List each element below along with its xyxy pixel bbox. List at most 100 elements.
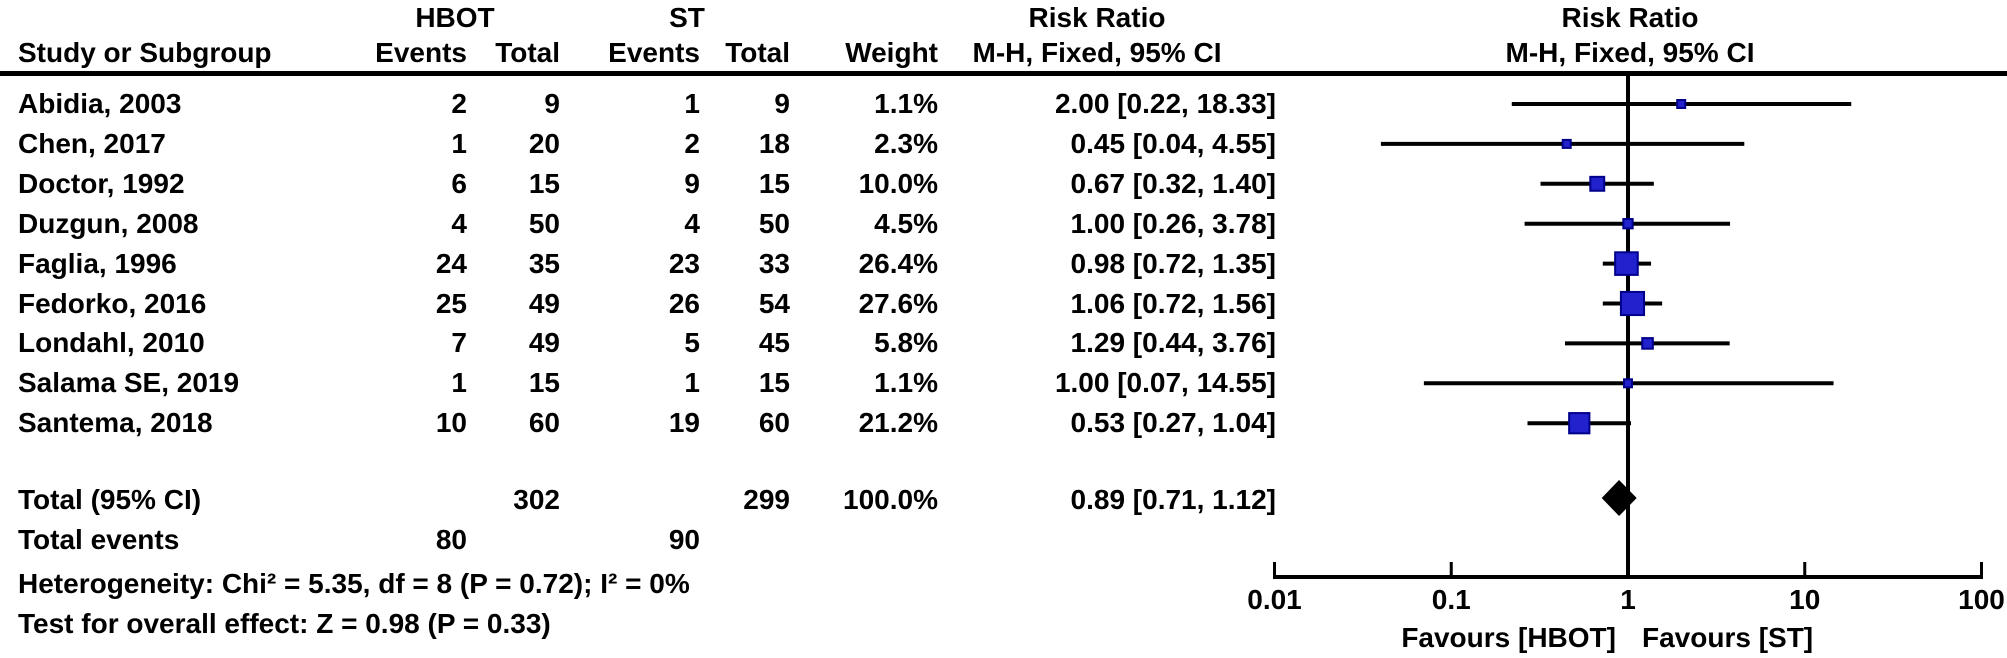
cell-total-hbot: 60 <box>528 407 560 439</box>
total-hbot-n: 302 <box>513 484 560 515</box>
total-st-n: 299 <box>743 484 790 515</box>
group-header-hbot: HBOT <box>415 2 495 33</box>
cell-events-hbot: 1 <box>451 367 467 399</box>
total-rr-text: 0.89 [0.71, 1.12] <box>1070 484 1276 515</box>
cell-name: Salama SE, 2019 <box>18 367 240 399</box>
col-header-events-st: Events <box>608 37 700 68</box>
effect-square <box>1676 99 1687 109</box>
cell-total-st: 50 <box>758 207 790 239</box>
cell-weight-label: 4.5% <box>874 207 938 239</box>
table-row: Fedorko, 2016 25 49 26 54 27.6% 1.06 [0.72, 1.… <box>0 284 1310 324</box>
table-row: Faglia, 1996 24 35 23 33 26.4% 0.98 [0.72, 1.3… <box>0 244 1310 284</box>
col-header-total-st: Total <box>725 37 790 68</box>
pooled-diamond <box>1601 480 1637 516</box>
col-header-total-hbot: Total <box>495 37 560 68</box>
cell-weight-label: 5.8% <box>874 327 938 359</box>
cell-name: Abidia, 2003 <box>18 88 182 119</box>
cell-rr-text: 1.06 [0.72, 1.56] <box>1070 287 1276 319</box>
cell-total-hbot: 20 <box>528 127 560 159</box>
axis-tick-label: 1 <box>1620 584 1636 615</box>
col-header-weight: Weight <box>845 37 938 68</box>
table-row: Duzgun, 2008 4 50 4 50 4.5% 1.00 [0.26, 3.78] <box>0 204 1310 244</box>
total-events-st: 90 <box>668 524 700 555</box>
plot-title: Risk Ratio <box>1561 2 1699 33</box>
cell-total-st: 9 <box>774 88 790 119</box>
table-row: Doctor, 1992 6 15 9 15 10.0% 0.67 [0.32, 1.40] <box>0 164 1310 204</box>
total-events-label: Total events <box>18 524 180 555</box>
cell-total-st: 45 <box>758 327 790 359</box>
cell-rr-text: 0.98 [0.72, 1.35] <box>1070 247 1276 279</box>
cell-events-st: 1 <box>684 367 700 399</box>
effect-square <box>1619 290 1646 317</box>
cell-events-st: 1 <box>684 88 700 119</box>
cell-rr-text: 2.00 [0.22, 18.33] <box>1054 88 1276 119</box>
rr-column-title: Risk Ratio <box>1028 2 1166 33</box>
cell-weight-label: 1.1% <box>874 367 938 399</box>
cell-total-hbot: 15 <box>528 167 560 199</box>
cell-rr-text: 0.67 [0.32, 1.40] <box>1070 167 1276 199</box>
axis-tick-label: 0.01 <box>1247 584 1302 615</box>
cell-weight-label: 21.2% <box>858 407 938 439</box>
cell-total-hbot: 49 <box>528 327 560 359</box>
axis-tick-label: 0.1 <box>1432 584 1471 615</box>
cell-weight-label: 2.3% <box>874 127 938 159</box>
axis-tick-label: 100 <box>1958 584 2005 615</box>
cell-events-st: 26 <box>668 287 700 319</box>
total-weight: 100.0% <box>843 484 938 515</box>
table-row: Londahl, 2010 7 49 5 45 5.8% 1.29 [0.44, 3.76] <box>0 323 1310 363</box>
effect-square <box>1623 378 1633 389</box>
cell-weight-label: 26.4% <box>858 247 938 279</box>
cell-weight-label: 1.1% <box>874 88 938 119</box>
table-row: Santema, 2018 10 60 19 60 21.2% 0.53 [0.27, 1.… <box>0 403 1310 443</box>
heterogeneity-text: Heterogeneity: Chi² = 5.35, df = 8 (P = … <box>18 568 690 599</box>
cell-total-hbot: 50 <box>528 207 560 239</box>
cell-name: Santema, 2018 <box>18 407 213 439</box>
header-separator <box>0 71 2007 76</box>
table-row: Salama SE, 2019 1 15 1 15 1.1% 1.00 [0.07, 14.… <box>0 363 1310 403</box>
cell-events-st: 2 <box>684 127 700 159</box>
total-events-hbot: 80 <box>435 524 467 555</box>
cell-rr-text: 0.53 [0.27, 1.04] <box>1070 407 1276 439</box>
cell-total-hbot: 15 <box>528 367 560 399</box>
effect-square <box>1622 218 1634 230</box>
cell-total-hbot: 49 <box>528 287 560 319</box>
effect-square <box>1641 337 1654 350</box>
cell-events-st: 4 <box>684 207 700 239</box>
cell-events-hbot: 10 <box>435 407 467 439</box>
cell-weight-label: 27.6% <box>858 287 938 319</box>
total-events-row: Total events 80 90 <box>0 520 1310 560</box>
effect-square <box>1568 412 1591 435</box>
favours-left-label: Favours [HBOT] <box>1401 622 1616 653</box>
overall-effect-text: Test for overall effect: Z = 0.98 (P = 0… <box>18 608 551 639</box>
cell-rr-text: 1.00 [0.07, 14.55] <box>1054 367 1276 399</box>
cell-total-hbot: 35 <box>528 247 560 279</box>
cell-total-st: 60 <box>758 407 790 439</box>
table-row: Chen, 2017 1 20 2 18 2.3% 0.45 [0.04, 4.55] <box>0 124 1310 164</box>
cell-total-st: 15 <box>758 367 790 399</box>
axis-tick-label: 10 <box>1789 584 1820 615</box>
cell-rr-text: 0.45 [0.04, 4.55] <box>1070 127 1276 159</box>
cell-total-st: 33 <box>758 247 790 279</box>
cell-events-st: 19 <box>668 407 700 439</box>
col-header-events-hbot: Events <box>375 37 467 68</box>
cell-total-st: 18 <box>758 127 790 159</box>
cell-events-hbot: 24 <box>435 247 467 279</box>
cell-events-hbot: 25 <box>435 287 467 319</box>
group-header-st: ST <box>669 2 705 33</box>
cell-name: Fedorko, 2016 <box>18 287 207 319</box>
cell-events-hbot: 6 <box>451 167 467 199</box>
total-row: Total (95% CI) 302 299 100.0% 0.89 [0.71… <box>0 480 1310 520</box>
cell-weight-label: 10.0% <box>858 167 938 199</box>
col-header-study: Study or Subgroup <box>18 37 272 68</box>
cell-total-st: 54 <box>758 287 790 319</box>
total-label: Total (95% CI) <box>18 484 202 515</box>
cell-name: Londahl, 2010 <box>18 327 205 359</box>
favours-right-label: Favours [ST] <box>1642 622 1813 653</box>
cell-total-st: 15 <box>758 167 790 199</box>
cell-total-hbot: 9 <box>544 88 560 119</box>
cell-events-hbot: 2 <box>451 88 467 119</box>
table-row: Abidia, 2003 2 9 1 9 1.1% 2.00 [0.22, 18.33] <box>0 84 1310 124</box>
cell-events-st: 23 <box>668 247 700 279</box>
effect-square <box>1589 175 1606 192</box>
